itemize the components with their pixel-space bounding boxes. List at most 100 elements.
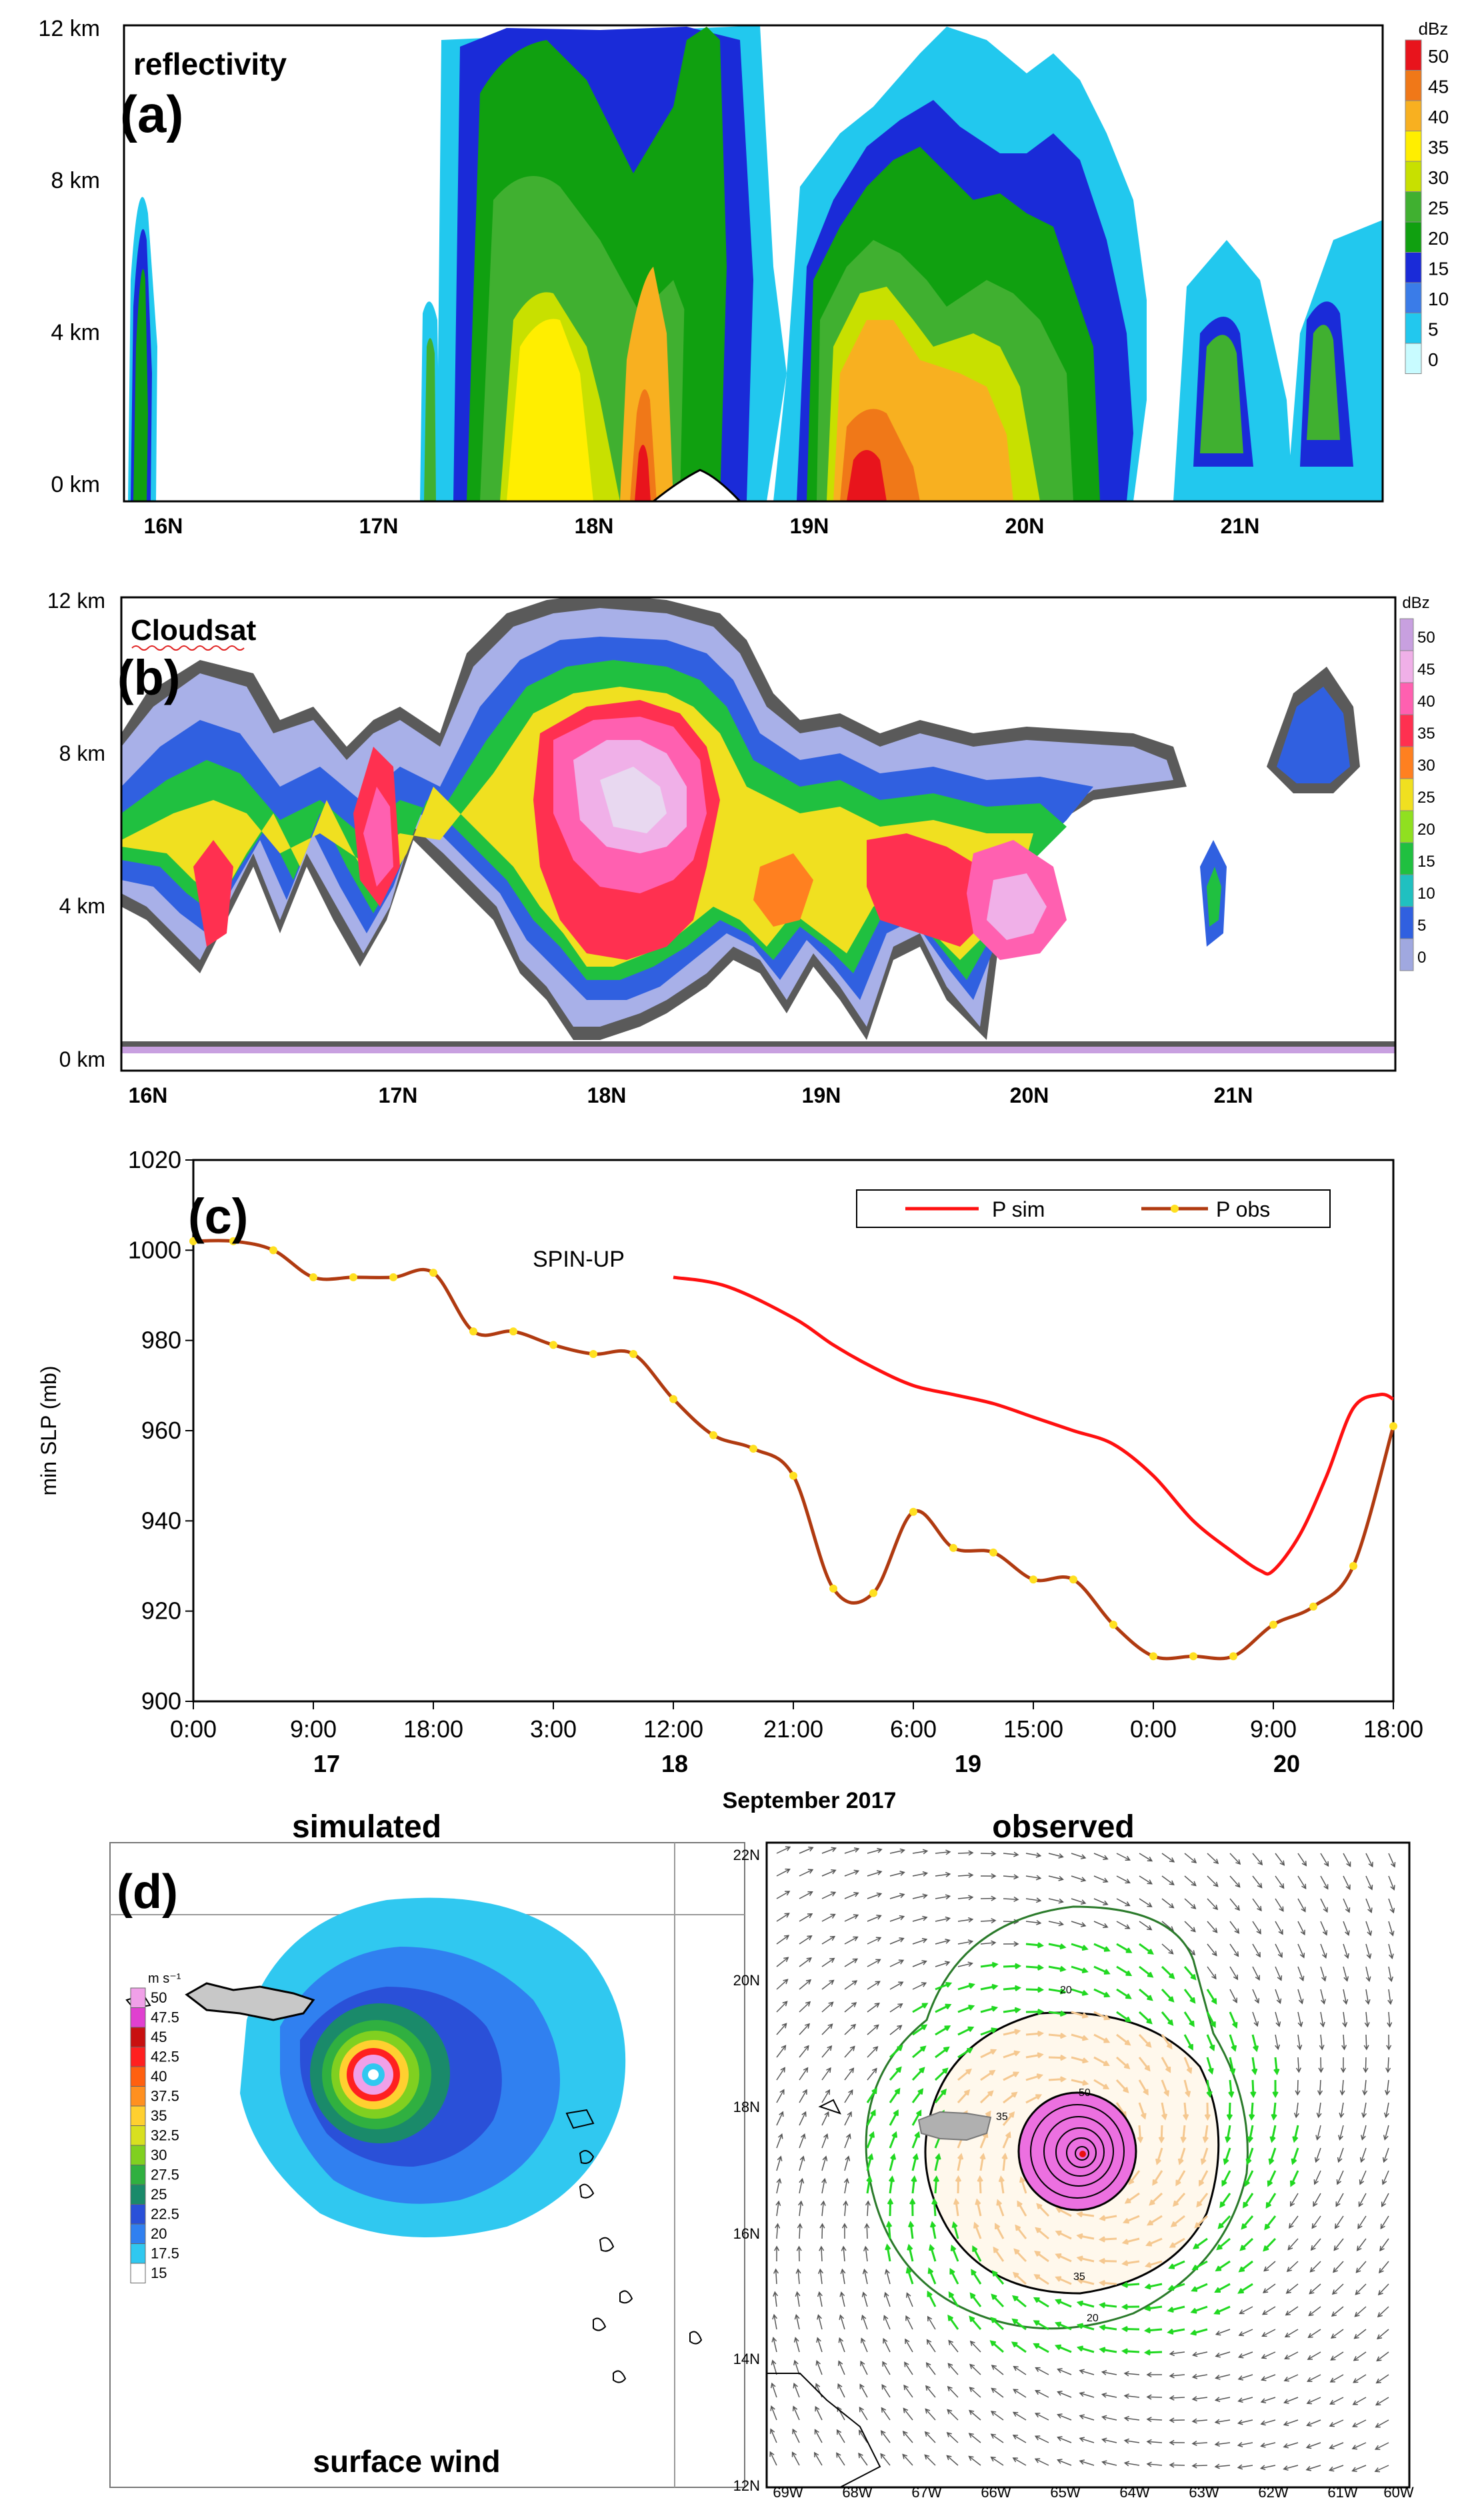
wind-vector [844, 2067, 854, 2081]
wind-vector-head [1336, 2179, 1342, 2185]
gale-wind-vector [1229, 2034, 1236, 2051]
storm-wind-vector [1183, 2102, 1187, 2119]
wind-vector [1275, 1966, 1282, 1981]
wind-vector-head [817, 2291, 823, 2297]
wind-vector-head [829, 1979, 835, 1985]
wind-vector [1229, 1943, 1239, 1957]
gale-wind-vector-head [895, 2066, 902, 2073]
colorbar-swatch [1405, 313, 1422, 344]
wind-vector-head [1365, 1999, 1371, 2005]
storm-wind-vector-head [1013, 2248, 1020, 2255]
wind-vector [946, 2455, 959, 2466]
wind-vector-head [840, 2268, 846, 2275]
storm-wind-vector-head [1185, 2091, 1191, 2098]
wind-vector-head [1147, 1925, 1153, 1931]
wind-vector-head [1321, 1999, 1326, 2005]
wind-vector-head [798, 2200, 804, 2206]
panel-c-legend: P sim P obs [856, 1189, 1331, 1228]
gale-wind-vector [1048, 2011, 1065, 2015]
wind-vector [1365, 1966, 1370, 1981]
gale-wind-vector-head [1144, 2283, 1151, 2290]
wind-vector-head [1355, 2289, 1361, 2295]
wind-vector [815, 2406, 823, 2421]
wind-vector-head [1343, 1976, 1349, 1982]
gale-wind-vector-head [991, 2270, 998, 2277]
wind-vector [889, 1893, 905, 1899]
storm-wind-vector [980, 2049, 996, 2059]
storm-wind-vector-head [995, 2223, 1001, 2229]
wind-vector-head [1330, 2355, 1336, 2361]
wind-vector [799, 1979, 811, 1990]
wind-vector-head [1080, 1922, 1087, 1927]
storm-wind-vector-head [1123, 2087, 1129, 2093]
gale-wind-vector-head [933, 2175, 939, 2183]
wind-vector-head [1012, 2457, 1018, 2463]
wind-vector-head [945, 1938, 951, 1944]
gale-wind-vector [1003, 1987, 1020, 1991]
wind-vector-head [945, 1916, 951, 1922]
gale-wind-vector [1093, 1988, 1109, 1997]
storm-wind-vector-head [1035, 2094, 1043, 2100]
wind-vector [1313, 2193, 1321, 2207]
wind-vector [1238, 2374, 1253, 2380]
wind-vector [1311, 2238, 1321, 2251]
gale-wind-vector [957, 1983, 974, 1991]
wind-vector-head [1383, 2135, 1389, 2141]
wind-vector-head [805, 2023, 810, 2029]
gale-wind-vector [1274, 2057, 1278, 2074]
gale-wind-vector [1218, 2215, 1231, 2229]
wind-vector [867, 1981, 880, 1990]
wind-vector [1025, 1875, 1041, 1879]
wind-vector-head [1013, 2365, 1019, 2371]
wind-vector-head [1333, 2267, 1338, 2273]
wind-vector [1207, 1853, 1219, 1864]
wind-vector [1207, 1875, 1219, 1887]
gale-wind-vector-head [1011, 2341, 1018, 2348]
wind-legend-label: 42.5 [151, 2049, 179, 2065]
gale-wind-vectors [866, 1942, 1299, 2356]
wind-vector-head [946, 2455, 952, 2461]
wind-vector-head [775, 2223, 781, 2229]
wind-vector [1147, 2419, 1163, 2421]
colorbar-label: 35 [1417, 725, 1435, 743]
gale-wind-vector-head [990, 2317, 997, 2323]
wind-vector [837, 2429, 845, 2443]
wind-vector [1341, 2079, 1344, 2095]
wind-vector [817, 2337, 823, 2353]
gale-wind-vector-head [1059, 1965, 1067, 1972]
gale-wind-vector-head [921, 2003, 929, 2009]
panel-b-y-tick: 8 km [59, 741, 105, 765]
wind-vector-head [904, 2361, 909, 2367]
wind-vector [776, 2224, 779, 2239]
wind-vector [844, 1892, 859, 1899]
wind-vector [1343, 1921, 1349, 1935]
gale-wind-vector-head [1238, 2266, 1245, 2273]
wind-vector-head [1013, 1896, 1019, 1902]
storm-wind-vector [1003, 2071, 1019, 2081]
colorbar-swatch [1405, 191, 1422, 223]
gale-wind-vector-head [1228, 2091, 1235, 2099]
wind-legend-unit: m s⁻¹ [148, 1971, 181, 1986]
panel-b-y-tick: 12 km [47, 589, 105, 613]
wind-vector [927, 2339, 936, 2353]
storm-wind-vector-head [1200, 2158, 1207, 2165]
wind-vector [776, 2045, 786, 2058]
wind-vector-head [881, 2384, 887, 2390]
panel-c-ylabel: min SLP (mb) [37, 1365, 61, 1495]
p-obs-marker [1109, 1620, 1117, 1629]
wind-vector [1352, 2442, 1367, 2449]
storm-wind-vector-head [1183, 2113, 1189, 2121]
wind-vector [844, 1848, 859, 1854]
wind-vector [1093, 1853, 1108, 1860]
gale-wind-vector [931, 2223, 937, 2239]
wind-vector-head [1101, 2460, 1107, 2466]
storm-wind-vector [1000, 2177, 1005, 2194]
wind-vector [1311, 2215, 1321, 2229]
storm-wind-vector [976, 2200, 982, 2217]
gale-wind-vector [1123, 2283, 1140, 2287]
lon-label: 62W [1258, 2484, 1288, 2501]
gale-wind-vector-head [1143, 2327, 1151, 2334]
wind-vector-head [853, 1892, 859, 1897]
gale-wind-vector [1251, 2034, 1258, 2051]
wind-vector [1161, 1921, 1174, 1931]
